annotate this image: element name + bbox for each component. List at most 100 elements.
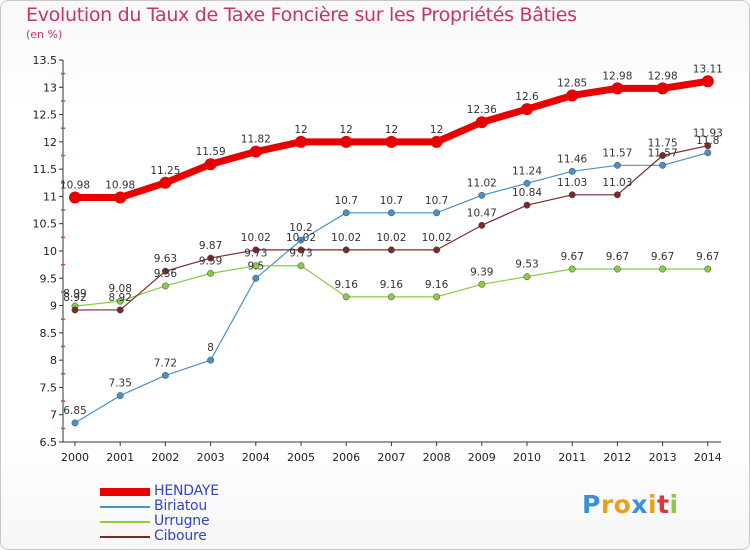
data-point	[568, 167, 576, 175]
logo-letter: P	[582, 490, 601, 519]
legend-swatch	[100, 506, 150, 508]
data-label: 12.6	[515, 91, 539, 103]
data-label: 6.85	[63, 405, 86, 417]
legend-label: HENDAYE	[154, 483, 219, 499]
data-label: 8.92	[63, 292, 86, 304]
x-tick-label: 2009	[468, 451, 496, 464]
legend-label: Ciboure	[154, 528, 207, 544]
data-label: 9.67	[561, 251, 584, 263]
data-point	[433, 209, 441, 217]
logo-letter: o	[613, 490, 632, 519]
legend-label: Biriatou	[154, 498, 208, 514]
data-label: 11.93	[693, 128, 723, 140]
x-tick-label: 2013	[649, 451, 677, 464]
data-label: 11.03	[557, 177, 587, 189]
data-label: 10.84	[512, 187, 542, 199]
data-point	[252, 274, 260, 282]
data-label: 10.02	[331, 232, 361, 244]
data-label: 11.02	[467, 177, 497, 189]
x-tick-label: 2003	[197, 451, 225, 464]
data-point	[252, 262, 260, 270]
x-tick-label: 2012	[603, 451, 631, 464]
data-label: 10.2	[289, 222, 312, 234]
data-point	[430, 135, 443, 148]
data-point	[387, 293, 395, 301]
data-label: 10.7	[335, 195, 358, 207]
legend-item: HENDAYE	[100, 483, 300, 499]
data-point	[207, 269, 215, 277]
data-label: 11.24	[512, 165, 542, 177]
data-label: 9.73	[244, 248, 267, 260]
data-label: 9.63	[154, 253, 177, 265]
x-tick-label: 2007	[377, 451, 405, 464]
data-label: 11.59	[196, 146, 226, 158]
data-point	[613, 191, 621, 199]
data-label: 8.92	[109, 292, 132, 304]
data-point	[71, 306, 79, 314]
data-label: 11.03	[602, 177, 632, 189]
data-label: 11.57	[648, 147, 678, 159]
legend-swatch	[100, 521, 150, 523]
data-point	[116, 306, 124, 314]
logo-letter: i	[648, 490, 658, 519]
data-label: 12.85	[557, 77, 587, 89]
data-label: 9.39	[470, 266, 493, 278]
y-tick-label: 9.5	[40, 272, 58, 285]
y-tick-label: 8.5	[40, 327, 58, 340]
data-point	[161, 267, 169, 275]
data-point	[475, 116, 488, 129]
data-label: 7.35	[109, 378, 132, 390]
data-label: 11.57	[602, 147, 632, 159]
data-point	[478, 191, 486, 199]
data-label: 9.08	[109, 283, 132, 295]
data-label: 10.02	[241, 232, 271, 244]
legend-item: Ciboure	[100, 528, 300, 544]
data-label: 12	[385, 124, 398, 136]
data-label: 11.46	[557, 153, 587, 165]
data-point	[656, 82, 669, 95]
data-label: 10.7	[425, 195, 448, 207]
data-label: 9.16	[380, 279, 404, 291]
x-tick-label: 2001	[106, 451, 134, 464]
data-point	[613, 265, 621, 273]
legend-label: Urrugne	[154, 513, 210, 529]
data-point	[613, 161, 621, 169]
data-point	[207, 356, 215, 364]
x-tick-label: 2004	[242, 451, 270, 464]
data-label: 8	[207, 342, 214, 354]
data-point	[521, 103, 533, 116]
x-tick-label: 2010	[513, 451, 541, 464]
data-point	[116, 297, 124, 305]
data-label: 13.11	[693, 63, 723, 75]
data-label: 12.36	[467, 104, 497, 116]
data-point	[207, 254, 215, 262]
legend-swatch	[100, 488, 150, 496]
data-label: 9.5	[247, 260, 264, 272]
data-label: 9.67	[606, 251, 629, 263]
legend-item: Biriatou	[100, 498, 300, 514]
data-label: 7.72	[154, 357, 177, 369]
data-point	[252, 246, 260, 254]
data-label: 12	[430, 124, 443, 136]
logo-letter: i	[669, 490, 679, 519]
logo-letter: r	[600, 490, 614, 519]
data-point	[342, 209, 350, 217]
data-point	[159, 176, 172, 189]
data-point	[523, 201, 531, 209]
data-point	[342, 293, 350, 301]
data-point	[249, 145, 262, 158]
data-point	[478, 280, 486, 288]
data-point	[478, 221, 486, 229]
x-tick-label: 2000	[61, 451, 89, 464]
data-point	[161, 371, 169, 379]
data-label: 10.98	[60, 180, 90, 192]
data-label: 9.53	[515, 259, 538, 271]
data-point	[611, 82, 624, 95]
data-point	[342, 246, 350, 254]
logo-letter: x	[631, 490, 648, 519]
data-point	[659, 152, 667, 159]
x-tick-label: 2014	[694, 451, 722, 464]
data-point	[295, 135, 307, 148]
y-tick-label: 13	[43, 81, 57, 94]
